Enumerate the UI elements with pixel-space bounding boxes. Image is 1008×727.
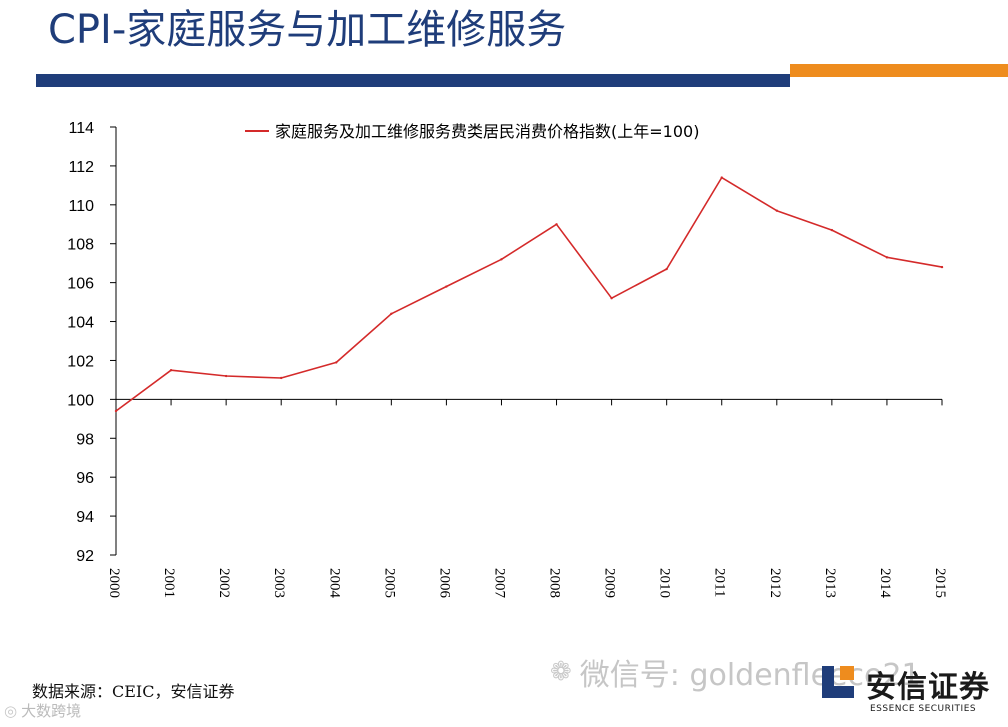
data-point xyxy=(555,223,558,226)
data-point xyxy=(500,258,503,261)
legend-label: 家庭服务及加工维修服务费类居民消费价格指数(上年=100) xyxy=(275,122,699,141)
x-tick-label: 2002 xyxy=(216,568,232,598)
title-underline-orange xyxy=(790,64,1008,77)
watermark-wechat: ❁ 微信号: goldenfleece21 xyxy=(550,650,921,694)
y-tick-label: 100 xyxy=(67,392,94,409)
data-point xyxy=(224,374,228,378)
logo-name-en: ESSENCE SECURITIES xyxy=(870,704,977,714)
x-tick-label: 2003 xyxy=(271,568,287,598)
x-tick-label: 2009 xyxy=(602,568,618,598)
company-logo: 安信证券 ESSENCE SECURITIES xyxy=(818,660,1004,718)
x-tick-label: 2014 xyxy=(877,568,893,599)
x-tick-label: 2001 xyxy=(161,568,177,598)
data-point xyxy=(280,376,283,380)
x-tick-label: 2005 xyxy=(381,568,397,598)
y-tick-label: 104 xyxy=(67,315,94,332)
logo-mark-icon xyxy=(822,666,854,698)
x-tick-label: 2015 xyxy=(932,568,948,598)
logo-name: 安信证券 xyxy=(866,670,990,705)
y-tick-label: 106 xyxy=(67,276,94,293)
x-tick-label: 2000 xyxy=(106,568,122,598)
data-point xyxy=(665,267,668,271)
watermark-bottom-left-text: 大数跨境 xyxy=(21,702,82,720)
weibo-icon: ◎ xyxy=(4,701,18,720)
watermark-bottom-left: ◎ 大数跨境 xyxy=(4,700,81,721)
data-point xyxy=(830,228,834,232)
page-title: CPI-家庭服务与加工维修服务 xyxy=(48,7,567,53)
x-tick-label: 2012 xyxy=(767,568,783,598)
x-tick-label: 2010 xyxy=(657,568,673,598)
data-point xyxy=(445,285,448,288)
y-tick-label: 110 xyxy=(68,198,94,215)
series-line xyxy=(115,176,943,412)
y-tick-label: 94 xyxy=(76,509,94,526)
data-point xyxy=(775,209,778,212)
watermark-wechat-text: 微信号: goldenfleece21 xyxy=(579,658,921,693)
x-tick-label: 2006 xyxy=(436,568,452,599)
source-note: 数据来源：CEIC，安信证券 xyxy=(32,682,235,701)
title-underline-blue xyxy=(36,74,790,87)
wechat-icon: ❁ xyxy=(550,657,572,687)
data-point xyxy=(114,409,118,413)
y-tick-label: 96 xyxy=(76,470,94,487)
y-tick-label: 108 xyxy=(67,237,94,254)
data-point xyxy=(885,256,889,259)
y-tick-label: 92 xyxy=(76,548,94,565)
x-tick-label: 2011 xyxy=(712,568,728,597)
data-point xyxy=(390,312,393,315)
x-tick-label: 2004 xyxy=(326,568,342,599)
x-tick-label: 2007 xyxy=(491,568,507,599)
x-tick-label: 2013 xyxy=(822,568,838,598)
x-tick-label: 2008 xyxy=(547,568,563,598)
y-tick-label: 112 xyxy=(68,159,94,176)
data-point xyxy=(169,368,173,372)
y-tick-label: 98 xyxy=(76,431,94,448)
data-point xyxy=(720,176,723,179)
data-point xyxy=(610,297,613,300)
data-point xyxy=(335,361,338,364)
y-tick-label: 114 xyxy=(68,120,94,137)
y-tick-label: 102 xyxy=(67,353,94,370)
data-point xyxy=(940,265,944,269)
